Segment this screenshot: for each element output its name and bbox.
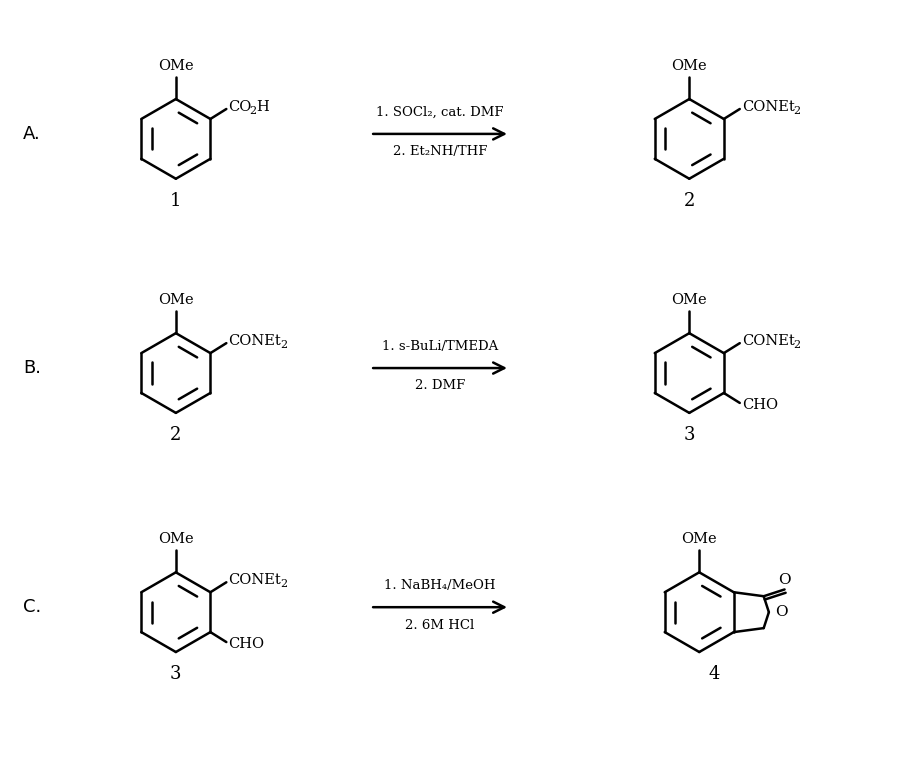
Text: O: O: [774, 605, 787, 619]
Text: OMe: OMe: [682, 532, 717, 547]
Text: CONEt: CONEt: [228, 573, 281, 588]
Text: CO: CO: [228, 100, 252, 114]
Text: OMe: OMe: [158, 532, 194, 547]
Text: 1: 1: [170, 192, 182, 210]
Text: CONEt: CONEt: [742, 334, 794, 348]
Text: 3: 3: [170, 665, 182, 683]
Text: CONEt: CONEt: [742, 100, 794, 114]
Text: O: O: [778, 574, 791, 588]
Text: CONEt: CONEt: [228, 334, 281, 348]
Text: OMe: OMe: [158, 293, 194, 307]
Text: B.: B.: [24, 359, 41, 377]
Text: 2: 2: [280, 340, 288, 350]
Text: 1. SOCl₂, cat. DMF: 1. SOCl₂, cat. DMF: [377, 105, 504, 118]
Text: 2: 2: [249, 106, 257, 116]
Text: OMe: OMe: [672, 293, 707, 307]
Text: 2: 2: [794, 340, 801, 350]
Text: 2: 2: [280, 579, 288, 589]
Text: 4: 4: [709, 665, 720, 683]
Text: 2: 2: [683, 192, 695, 210]
Text: 2. 6M HCl: 2. 6M HCl: [406, 619, 475, 631]
Text: 2. Et₂NH/THF: 2. Et₂NH/THF: [393, 145, 487, 158]
Text: 2: 2: [170, 425, 181, 444]
Text: 2: 2: [794, 106, 801, 116]
Text: A.: A.: [24, 125, 41, 143]
Text: OMe: OMe: [672, 59, 707, 73]
Text: C.: C.: [24, 598, 42, 616]
Text: 2. DMF: 2. DMF: [415, 379, 465, 392]
Text: 1. s-BuLi/TMEDA: 1. s-BuLi/TMEDA: [382, 339, 498, 353]
Text: 3: 3: [683, 425, 695, 444]
Text: 1. NaBH₄/MeOH: 1. NaBH₄/MeOH: [384, 579, 496, 592]
Text: OMe: OMe: [158, 59, 194, 73]
Text: H: H: [257, 100, 269, 114]
Text: CHO: CHO: [742, 398, 778, 412]
Text: CHO: CHO: [228, 637, 265, 651]
